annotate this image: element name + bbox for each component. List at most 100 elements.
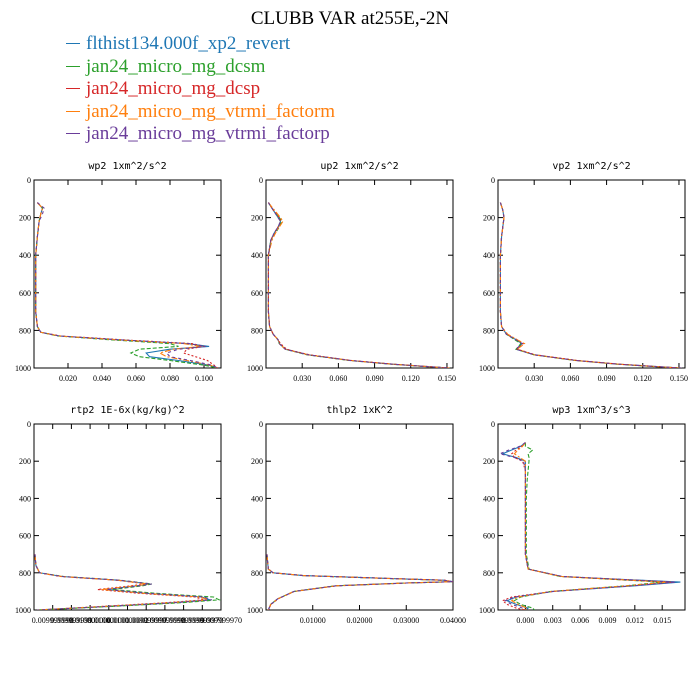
figure-title: CLUBB VAR at255E,-2N <box>250 8 450 29</box>
series-line <box>266 554 453 610</box>
series-line <box>34 554 212 610</box>
legend-swatch <box>66 110 80 112</box>
legend: flthist134.000f_xp2_revert jan24_micro_m… <box>66 33 335 146</box>
x-tick-label: 0.100 <box>195 374 213 383</box>
y-tick-label: 400 <box>483 251 495 260</box>
x-tick-label: 0.060 <box>329 374 347 383</box>
series-line <box>34 554 221 610</box>
x-tick-label: 0.003 <box>544 616 562 625</box>
series-line <box>501 442 672 610</box>
y-tick-label: 0 <box>27 176 31 185</box>
x-tick-label: 0.009999998 <box>32 616 74 625</box>
x-tick-label: 0.120 <box>402 374 420 383</box>
plot-frame <box>497 179 686 369</box>
x-tick-label: 0.04000 <box>440 616 466 625</box>
series-line <box>513 442 663 610</box>
y-tick-label: 1000 <box>479 364 495 373</box>
y-tick-label: 200 <box>19 457 31 466</box>
legend-swatch <box>66 133 80 135</box>
y-tick-label: 800 <box>483 326 495 335</box>
series-line <box>35 202 218 368</box>
x-tick-label: 0.090 <box>598 374 616 383</box>
x-tick-label: 0.120 <box>634 374 652 383</box>
y-tick-label: 400 <box>19 251 31 260</box>
panel-title: wp2 1xm^2/s^2 <box>88 161 166 172</box>
x-tick-label: 0.150 <box>670 374 688 383</box>
panel-title: thlp2 1xK^2 <box>326 405 392 416</box>
y-tick-label: 0 <box>27 420 31 429</box>
x-tick-label: 0.02000 <box>347 616 373 625</box>
plot-frame <box>265 179 454 369</box>
x-tick-label: 0.020 <box>59 374 77 383</box>
legend-swatch <box>66 43 80 45</box>
y-tick-label: 400 <box>19 494 31 503</box>
x-tick-label: 0.080 <box>161 374 179 383</box>
x-tick-label: 0.009999998 <box>144 616 186 625</box>
series-line <box>34 554 210 610</box>
series-line <box>267 202 450 368</box>
x-tick-label: 0.150 <box>438 374 456 383</box>
x-tick-label: 0.030 <box>525 374 543 383</box>
series-line <box>499 202 682 368</box>
series-line <box>500 442 681 610</box>
y-tick-label: 800 <box>19 569 31 578</box>
x-tick-label: 0.009 <box>598 616 616 625</box>
legend-swatch <box>66 65 80 67</box>
x-tick-label: 0.000 <box>516 616 534 625</box>
x-tick-label: 0.009999970 <box>200 616 242 625</box>
y-tick-label: 0 <box>491 420 495 429</box>
series-line <box>267 202 450 368</box>
y-tick-label: 600 <box>483 532 495 541</box>
y-tick-label: 800 <box>19 326 31 335</box>
x-tick-label: 0.010000001 <box>88 616 130 625</box>
y-tick-label: 600 <box>19 532 31 541</box>
series-line <box>499 202 682 368</box>
series-line <box>267 202 450 368</box>
panel-title: vp2 1xm^2/s^2 <box>552 161 630 172</box>
panel-title: up2 1xm^2/s^2 <box>320 161 398 172</box>
y-tick-label: 1000 <box>15 364 31 373</box>
series-line <box>510 442 667 610</box>
y-tick-label: 400 <box>251 251 263 260</box>
y-tick-label: 200 <box>483 214 495 223</box>
x-tick-label: 0.010000000 <box>69 616 111 625</box>
y-tick-label: 200 <box>251 457 263 466</box>
legend-item: flthist134.000f_xp2_revert <box>66 33 335 56</box>
plot-frame <box>497 423 686 611</box>
x-tick-label: 0.030 <box>293 374 311 383</box>
plot-frame <box>33 179 222 369</box>
y-tick-label: 600 <box>251 532 263 541</box>
x-tick-label: 0.009999999 <box>163 616 205 625</box>
legend-label: flthist134.000f_xp2_revert <box>86 33 291 54</box>
series-line <box>35 202 218 368</box>
x-tick-label: 0.010000002 <box>107 616 149 625</box>
series-line <box>267 202 450 368</box>
series-line <box>267 202 450 368</box>
panel-title: rtp2 1E-6x(kg/kg)^2 <box>70 405 184 416</box>
y-tick-label: 600 <box>19 289 31 298</box>
series-line <box>35 202 218 368</box>
y-tick-label: 1000 <box>247 606 263 615</box>
x-tick-label: 0.060 <box>561 374 579 383</box>
y-tick-label: 0 <box>259 420 263 429</box>
x-tick-label: 0.090 <box>366 374 384 383</box>
y-tick-label: 1000 <box>15 606 31 615</box>
y-tick-label: 800 <box>251 569 263 578</box>
y-tick-label: 600 <box>251 289 263 298</box>
y-tick-label: 0 <box>259 176 263 185</box>
series-line <box>34 554 209 610</box>
series-line <box>499 202 682 368</box>
y-tick-label: 800 <box>251 326 263 335</box>
y-tick-label: 200 <box>483 457 495 466</box>
y-tick-label: 200 <box>251 214 263 223</box>
y-tick-label: 1000 <box>479 606 495 615</box>
x-tick-label: 0.015 <box>653 616 671 625</box>
series-line <box>499 202 682 368</box>
series-line <box>35 202 218 368</box>
y-tick-label: 400 <box>251 494 263 503</box>
y-tick-label: 0 <box>491 176 495 185</box>
legend-label: jan24_micro_mg_vtrmi_factorp <box>86 123 330 144</box>
legend-label: jan24_micro_mg_dcsm <box>86 55 266 77</box>
legend-label: jan24_micro_mg_vtrmi_factorm <box>86 100 336 122</box>
